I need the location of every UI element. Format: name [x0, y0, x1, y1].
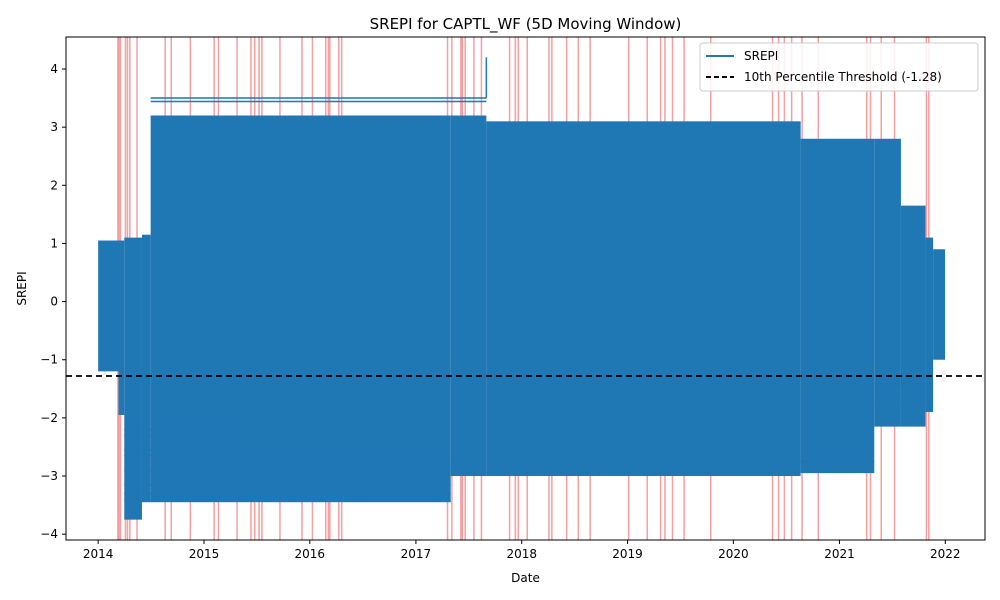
- y-tick-label: −1: [40, 353, 58, 367]
- x-tick-label: 2021: [824, 547, 855, 561]
- srepi-segment: [925, 237, 934, 413]
- srepi-segment: [124, 237, 142, 520]
- y-tick-label: 4: [50, 62, 58, 76]
- y-tick-label: −3: [40, 469, 58, 483]
- srepi-segment: [933, 249, 945, 360]
- x-tick-label: 2014: [83, 547, 114, 561]
- y-axis-title: SREPI: [15, 271, 29, 305]
- y-tick-label: 2: [50, 178, 58, 192]
- x-axis-ticks: 2014 2015 2016 2017 2018 2019 2020 2021 2022: [83, 540, 961, 561]
- legend-box: [699, 42, 979, 92]
- legend: SREPI 10th Percentile Threshold (-1.28): [699, 42, 979, 92]
- legend-srepi-label: SREPI: [744, 49, 778, 63]
- y-tick-label: −2: [40, 411, 58, 425]
- srepi-segment: [800, 138, 875, 474]
- y-tick-label: 3: [50, 120, 58, 134]
- srepi-segment: [118, 240, 125, 415]
- legend-threshold-label: 10th Percentile Threshold (-1.28): [744, 70, 942, 84]
- chart-title: SREPI for CAPTL_WF (5D Moving Window): [370, 15, 682, 34]
- srepi-segment: [150, 115, 451, 503]
- srepi-segment: [900, 205, 926, 427]
- srepi-segment: [486, 121, 801, 477]
- y-tick-label: 1: [50, 236, 58, 250]
- srepi-segment: [450, 115, 487, 477]
- srepi-segment: [874, 138, 901, 427]
- srepi-segment: [98, 240, 119, 372]
- y-tick-label: 0: [50, 295, 58, 309]
- srepi-series: [98, 57, 945, 520]
- x-tick-label: 2015: [189, 547, 220, 561]
- x-tick-label: 2018: [506, 547, 537, 561]
- x-tick-label: 2017: [401, 547, 432, 561]
- x-tick-label: 2016: [295, 547, 326, 561]
- y-tick-label: −4: [40, 527, 58, 541]
- x-tick-label: 2019: [612, 547, 643, 561]
- srepi-segment: [141, 234, 151, 503]
- x-tick-label: 2022: [930, 547, 961, 561]
- x-axis-title: Date: [511, 571, 540, 585]
- x-tick-label: 2020: [718, 547, 749, 561]
- y-axis-ticks: −4 −3 −2 −1 0 1 2 3 4: [40, 62, 66, 541]
- plot-frame: [65, 36, 986, 541]
